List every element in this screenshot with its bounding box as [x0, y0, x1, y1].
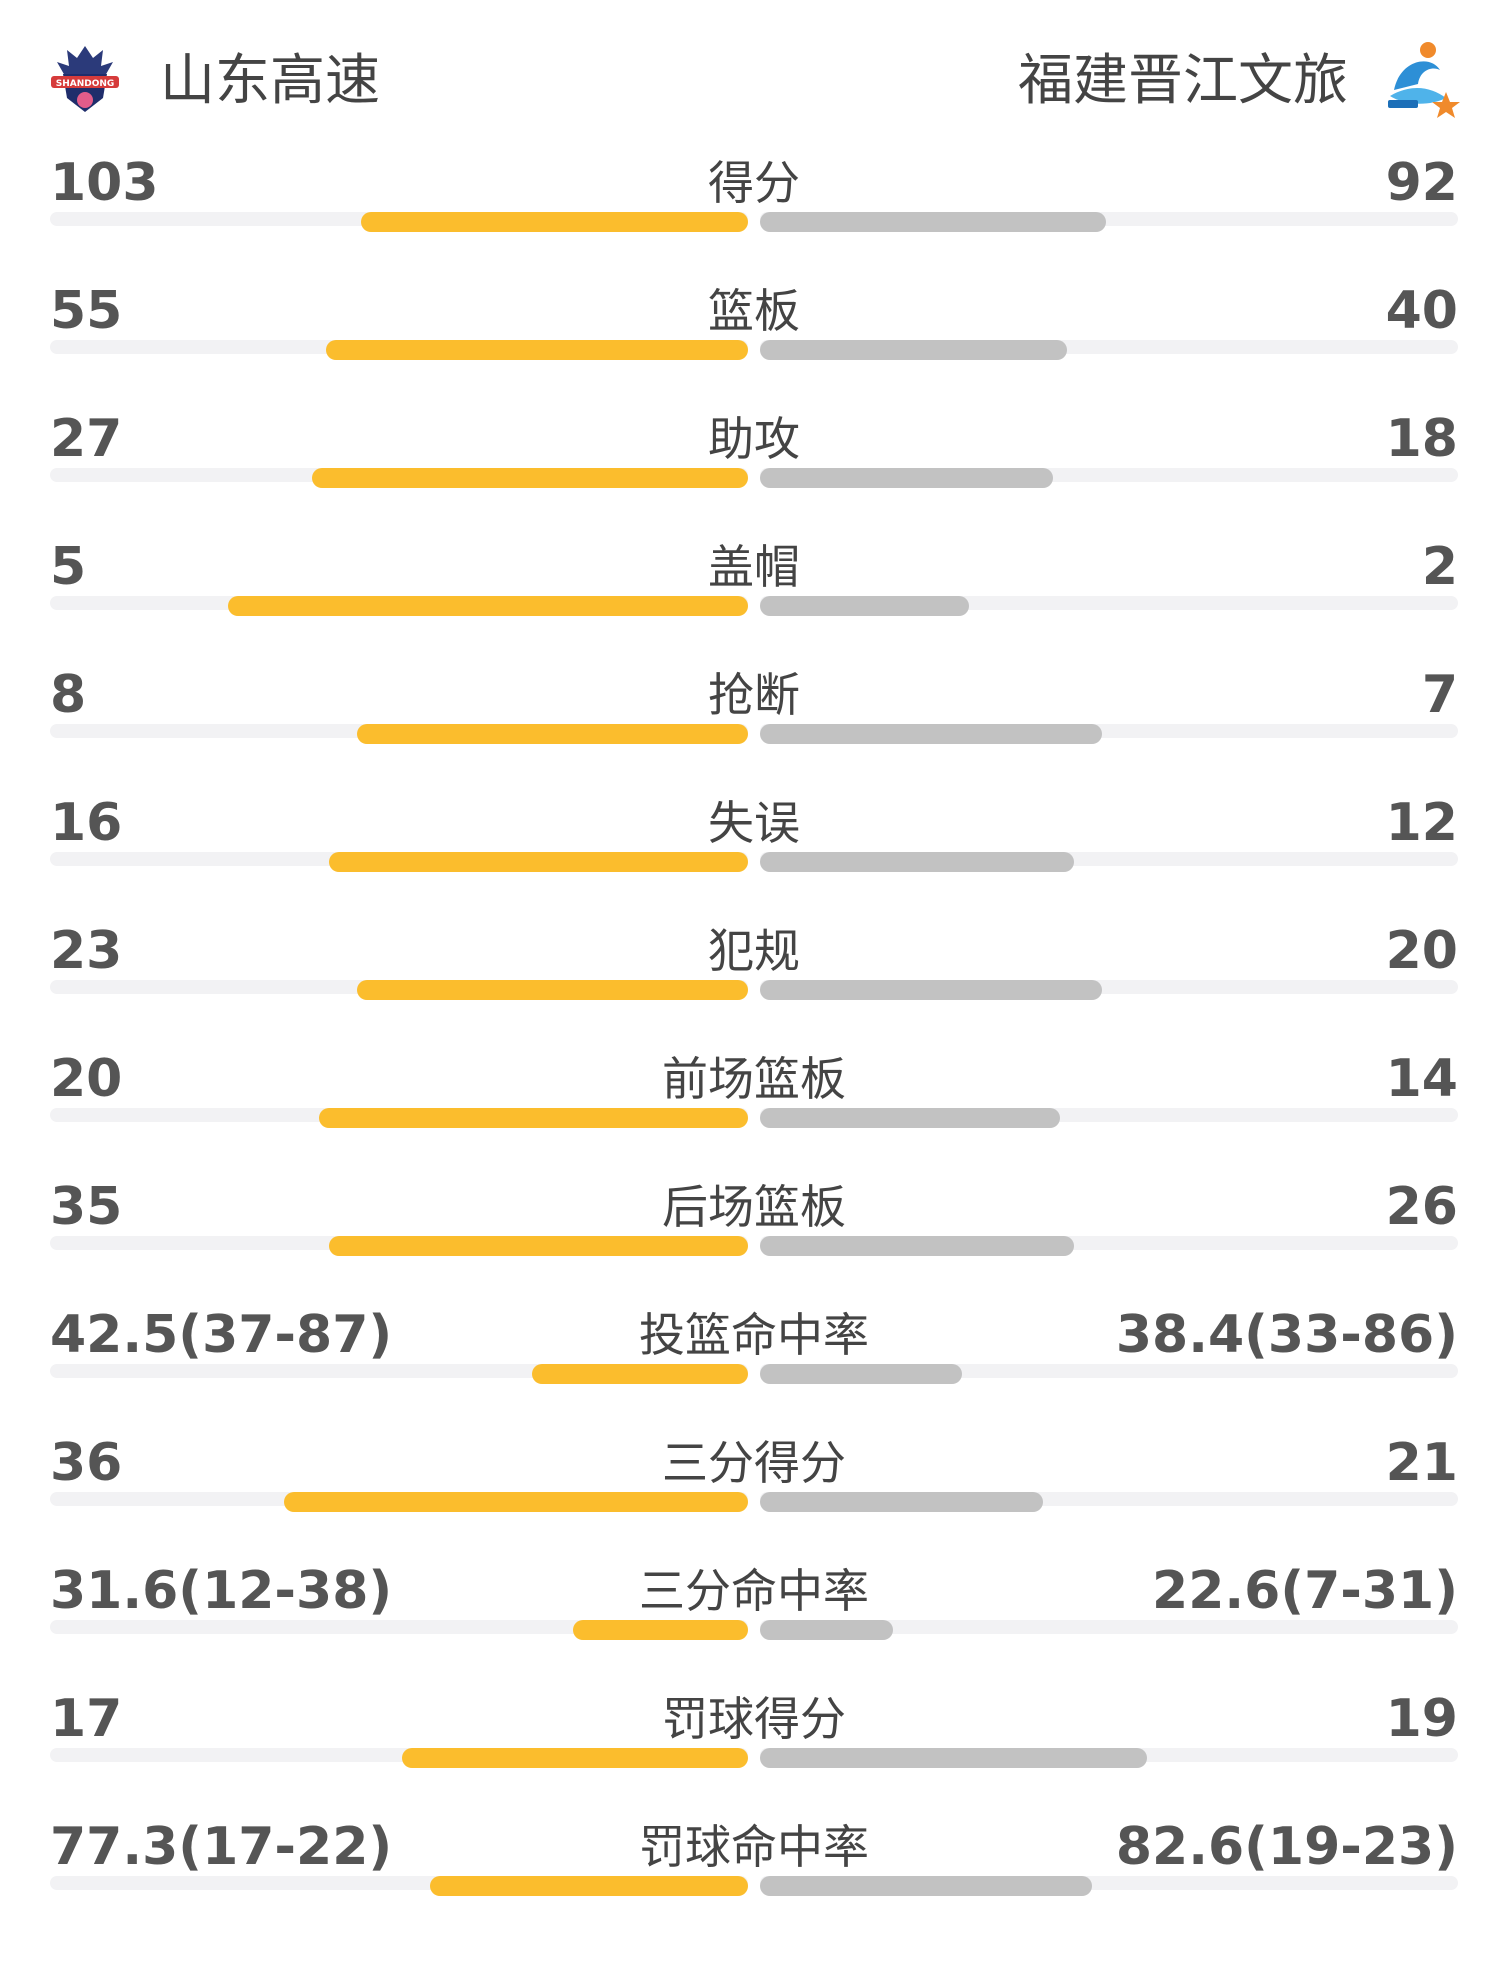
- stat-row: 27 助攻 18: [0, 396, 1508, 524]
- stat-label: 失误: [708, 796, 800, 850]
- away-stat-bar: [760, 724, 1102, 744]
- away-stat-value: 18: [1385, 409, 1458, 469]
- stat-label: 盖帽: [708, 540, 800, 594]
- stat-label: 投篮命中率: [639, 1308, 869, 1362]
- home-stat-value: 5: [50, 537, 87, 597]
- away-stat-bar: [760, 468, 1053, 488]
- stat-label: 后场篮板: [662, 1180, 846, 1234]
- away-stat-value: 19: [1385, 1689, 1458, 1749]
- home-stat-value: 23: [50, 921, 123, 981]
- stat-row: 16 失误 12: [0, 780, 1508, 908]
- away-stat-value: 38.4(33-86): [1115, 1305, 1458, 1365]
- away-stat-bar: [760, 1748, 1147, 1768]
- home-stat-bar: [361, 212, 748, 232]
- away-stat-value: 12: [1385, 793, 1458, 853]
- stat-label: 助攻: [708, 412, 800, 466]
- stat-row: 42.5(37-87) 投篮命中率 38.4(33-86): [0, 1292, 1508, 1420]
- stat-row: 31.6(12-38) 三分命中率 22.6(7-31): [0, 1548, 1508, 1676]
- home-team-name: 山东高速: [160, 48, 381, 112]
- away-stat-bar: [760, 1620, 893, 1640]
- home-stat-value: 55: [50, 281, 123, 341]
- away-stat-value: 14: [1385, 1049, 1458, 1109]
- home-stat-value: 27: [50, 409, 123, 469]
- away-stat-value: 20: [1385, 921, 1458, 981]
- home-stat-bar: [329, 852, 748, 872]
- stat-row: 23 犯规 20: [0, 908, 1508, 1036]
- home-stat-bar: [532, 1364, 748, 1384]
- home-stat-value: 17: [50, 1689, 123, 1749]
- home-stat-bar: [312, 468, 748, 488]
- away-stat-value: 92: [1385, 153, 1458, 213]
- stat-row: 17 罚球得分 19: [0, 1676, 1508, 1804]
- away-stat-bar: [760, 852, 1074, 872]
- fujian-shark-logo-icon: [1388, 42, 1460, 118]
- stat-label: 罚球得分: [662, 1692, 846, 1746]
- away-bar-track: [760, 1620, 1458, 1634]
- home-stat-bar: [284, 1492, 748, 1512]
- home-stat-bar: [329, 1236, 748, 1256]
- away-stat-bar: [760, 1492, 1043, 1512]
- stat-row: 55 篮板 40: [0, 268, 1508, 396]
- away-stat-bar: [760, 1364, 962, 1384]
- away-stat-bar: [760, 980, 1102, 1000]
- home-stat-bar: [402, 1748, 748, 1768]
- away-stat-bar: [760, 596, 969, 616]
- home-stat-value: 77.3(17-22): [50, 1817, 393, 1877]
- home-stat-bar: [357, 724, 748, 744]
- away-stat-value: 2: [1421, 537, 1458, 597]
- away-stat-bar: [760, 1876, 1092, 1896]
- stat-label: 三分命中率: [639, 1564, 869, 1618]
- home-stat-value: 20: [50, 1049, 123, 1109]
- away-stat-value: 22.6(7-31): [1152, 1561, 1458, 1621]
- stat-row: 5 盖帽 2: [0, 524, 1508, 652]
- away-stat-value: 7: [1421, 665, 1458, 725]
- stat-label: 犯规: [708, 924, 800, 978]
- away-team-name: 福建晋江文旅: [1017, 48, 1348, 112]
- home-stat-value: 16: [50, 793, 123, 853]
- home-stat-bar: [228, 596, 748, 616]
- stat-row: 35 后场篮板 26: [0, 1164, 1508, 1292]
- stat-label: 前场篮板: [662, 1052, 846, 1106]
- stat-label: 罚球命中率: [639, 1820, 869, 1874]
- home-stat-value: 31.6(12-38): [50, 1561, 393, 1621]
- away-stat-value: 82.6(19-23): [1115, 1817, 1458, 1877]
- stat-label: 篮板: [708, 284, 800, 338]
- stat-row: 77.3(17-22) 罚球命中率 82.6(19-23): [0, 1804, 1508, 1932]
- stat-label: 三分得分: [662, 1436, 846, 1490]
- away-stat-bar: [760, 1108, 1060, 1128]
- svg-text:SHANDONG: SHANDONG: [56, 79, 115, 89]
- away-stat-bar: [760, 212, 1106, 232]
- stat-row: 20 前场篮板 14: [0, 1036, 1508, 1164]
- stat-row: 103 得分 92: [0, 140, 1508, 268]
- stat-row: 8 抢断 7: [0, 652, 1508, 780]
- home-stat-bar: [357, 980, 748, 1000]
- away-stat-value: 40: [1385, 281, 1458, 341]
- home-stat-bar: [319, 1108, 748, 1128]
- team-header: SHANDONG 山东高速 福建晋江文旅: [0, 0, 1508, 165]
- home-stat-value: 35: [50, 1177, 123, 1237]
- home-stat-value: 103: [50, 153, 159, 213]
- stat-row: 36 三分得分 21: [0, 1420, 1508, 1548]
- home-stat-value: 8: [50, 665, 87, 725]
- home-stat-value: 36: [50, 1433, 123, 1493]
- away-stat-value: 26: [1385, 1177, 1458, 1237]
- home-stat-bar: [573, 1620, 748, 1640]
- away-stat-bar: [760, 340, 1067, 360]
- away-stat-bar: [760, 1236, 1074, 1256]
- home-stat-value: 42.5(37-87): [50, 1305, 393, 1365]
- away-stat-value: 21: [1385, 1433, 1458, 1493]
- stat-label: 抢断: [708, 668, 800, 722]
- shandong-dragon-logo-icon: SHANDONG: [51, 46, 119, 112]
- stat-label: 得分: [708, 156, 800, 210]
- home-stat-bar: [430, 1876, 748, 1896]
- home-stat-bar: [326, 340, 748, 360]
